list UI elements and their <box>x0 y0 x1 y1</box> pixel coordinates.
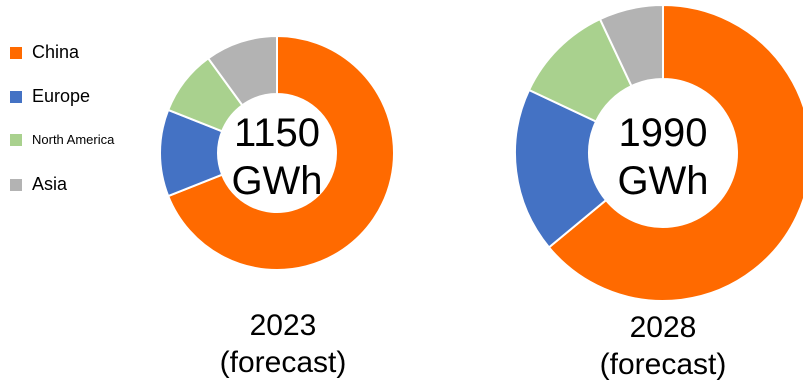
legend-label: North America <box>32 132 115 147</box>
donut-chart-2028: 1990 GWh 2028 (forecast) <box>514 3 803 381</box>
caption-year: 2028 <box>630 311 697 344</box>
legend-item-europe: Europe <box>10 86 90 107</box>
center-value: 1990 <box>619 111 708 155</box>
legend-swatch <box>10 178 22 191</box>
slice-europe <box>514 88 608 249</box>
legend-swatch <box>10 133 22 146</box>
slice-asia <box>598 3 664 88</box>
legend-label: China <box>32 42 80 62</box>
slice-china <box>166 34 395 271</box>
caption-year: 2023 <box>250 309 317 342</box>
legend-label: Asia <box>32 174 68 194</box>
legend-label: Europe <box>32 86 91 106</box>
caption-note: (forecast) <box>600 348 727 381</box>
caption-note: (forecast) <box>220 346 347 379</box>
center-unit: GWh <box>617 159 708 203</box>
slice-china <box>547 3 803 302</box>
legend-item-north-america: North America <box>10 132 114 147</box>
legend-swatch <box>10 46 22 59</box>
slice-asia <box>206 34 278 107</box>
legend-item-asia: Asia <box>10 174 67 195</box>
center-value: 1150 <box>234 111 320 155</box>
legend-swatch <box>10 90 22 103</box>
donut-chart-2023: 1150 GWh 2023 (forecast) <box>159 34 395 379</box>
center-unit: GWh <box>231 159 322 203</box>
legend-item-china: China <box>10 42 79 63</box>
